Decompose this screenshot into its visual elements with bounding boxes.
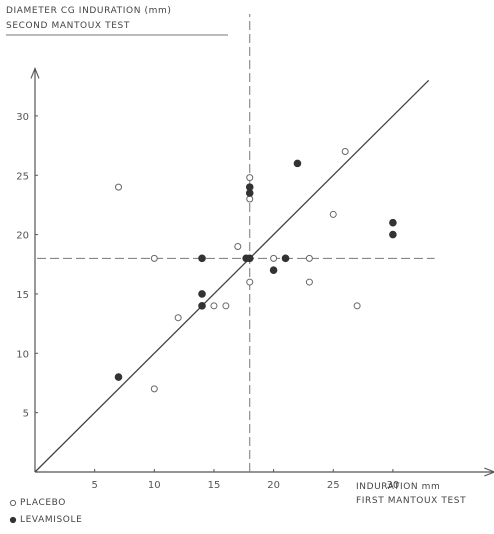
x-tick-label: 30 (387, 480, 400, 491)
y-tick-label: 10 (16, 349, 29, 360)
levamisole-point (269, 266, 278, 275)
y-tick-label: 25 (16, 171, 29, 182)
y-tick-label: 20 (16, 231, 29, 242)
x-axis-label-line1: INDURATION mm (356, 482, 441, 492)
y-axis-arrow (30, 66, 40, 79)
placebo-point (246, 174, 254, 182)
placebo-point (341, 148, 349, 156)
ticks: 5 10 15 20 25 30 5 10 15 20 25 30 (16, 112, 399, 491)
axes (6, 34, 494, 477)
x-tick-label: 25 (327, 480, 340, 491)
levamisole-point (293, 159, 302, 168)
levamisole-point (198, 302, 206, 310)
levamisole-point (245, 183, 254, 191)
placebo-point (174, 314, 182, 322)
levamisole-point (389, 230, 397, 239)
levamisole-point (389, 218, 397, 227)
legend-marker-placebo (9, 499, 17, 507)
legend-label-levamisole: LEVAMISOLE (20, 515, 83, 525)
levamisole-point (198, 254, 206, 263)
placebo-point (115, 183, 123, 191)
x-tick-label: 5 (91, 480, 97, 491)
placebo-point (210, 302, 218, 310)
levamisole-point (114, 373, 123, 381)
y-tick-label: 30 (16, 112, 29, 123)
levamisole-point (198, 290, 206, 298)
data-points (114, 148, 397, 393)
identity-line (34, 79, 430, 473)
x-tick-label: 10 (148, 480, 161, 491)
legend-label-placebo: PLACEBO (20, 498, 66, 508)
reference-lines (34, 14, 435, 473)
placebo-point (234, 242, 242, 250)
y-axis-label-line2: SECOND MANTOUX TEST (6, 21, 130, 31)
y-tick-label: 15 (16, 290, 29, 301)
levamisole-point (281, 254, 290, 263)
placebo-point (305, 278, 313, 286)
levamisole-point (245, 254, 254, 263)
placebo-point (222, 302, 230, 310)
placebo-point (246, 195, 254, 203)
placebo-point (150, 254, 158, 262)
placebo-point (329, 210, 337, 218)
placebo-point (246, 278, 254, 286)
placebo-point (150, 385, 158, 393)
legend-markers (9, 499, 17, 524)
y-axis-label-line1: DIAMETER CG INDURATION (mm) (6, 6, 172, 16)
legend-marker-levamisole (9, 516, 17, 524)
x-tick-label: 15 (208, 480, 221, 491)
placebo-point (353, 302, 361, 310)
placebo-point (270, 254, 278, 262)
x-tick-label: 20 (267, 480, 280, 491)
y-tick-label: 5 (23, 409, 29, 420)
x-axis-arrow (484, 467, 494, 477)
placebo-point (305, 254, 313, 262)
x-axis-label-line2: FIRST MANTOUX TEST (356, 496, 467, 506)
